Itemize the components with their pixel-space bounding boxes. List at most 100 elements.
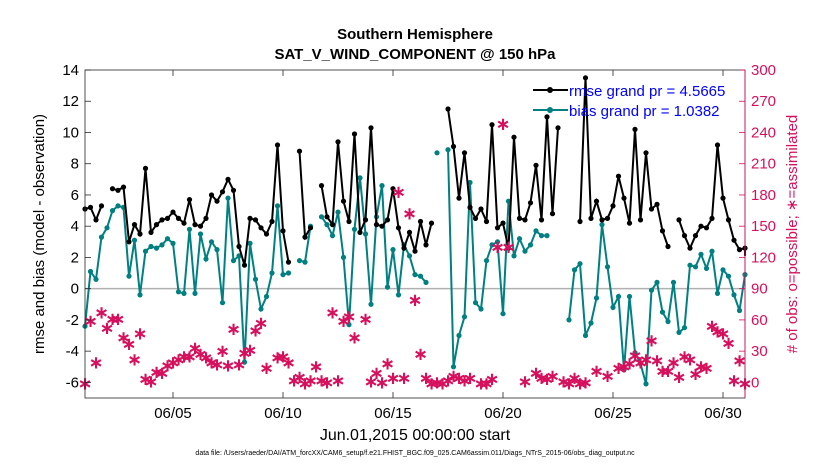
rmse-point: [720, 195, 726, 201]
rmse-point: [131, 222, 138, 228]
rmse-point: [577, 218, 583, 225]
obs-count-marker: ∗: [330, 370, 345, 391]
bias-point: [142, 248, 149, 254]
bias-point: [621, 367, 627, 373]
bias-point: [736, 307, 743, 314]
rmse-point: [148, 229, 154, 235]
obs-count-marker: ∗: [385, 368, 400, 389]
obs-count-marker: ∗: [391, 182, 406, 203]
obs-count-marker: ∗: [424, 373, 439, 394]
obs-count-marker: ∗: [187, 338, 202, 359]
obs-count-marker: ∗: [567, 368, 582, 389]
obs-count-marker: ∗: [660, 361, 675, 382]
obs-count-marker: ∗: [418, 368, 433, 389]
bias-point: [709, 248, 715, 254]
rmse-point: [98, 203, 105, 209]
y-tick-label: 8: [71, 156, 79, 173]
obs-count-marker: ∗: [440, 370, 455, 391]
bias-point: [681, 325, 688, 331]
rmse-point: [516, 215, 523, 221]
rmse-point: [329, 222, 336, 228]
obs-count-marker: ∗: [165, 353, 180, 374]
data-file-footnote: data file: /Users/raeder/DAI/ATM_forcXX/…: [195, 450, 635, 457]
obs-count-marker: ∗: [484, 369, 499, 390]
legend-rmse-label: rmse grand pr = 4.5665: [569, 83, 725, 100]
obs-count-marker: ∗: [127, 349, 142, 370]
y2-tick-label: 300: [751, 62, 776, 79]
obs-count-marker: ∗: [275, 346, 290, 367]
bias-point: [219, 300, 226, 306]
y2-tick-label: 30: [751, 343, 768, 360]
bias-point: [648, 287, 655, 293]
rmse-point: [456, 195, 462, 201]
bias-point: [544, 233, 550, 239]
obs-count-marker: ∗: [143, 371, 158, 392]
bias-point: [93, 276, 99, 282]
rmse-point: [467, 204, 473, 210]
bias-point: [731, 292, 737, 298]
bias-point: [632, 350, 638, 356]
rmse-point: [478, 206, 484, 212]
bias-point: [703, 265, 710, 271]
obs-count-marker: ∗: [572, 373, 587, 394]
x-axis-label: Jun.01,2015 00:00:00 start: [320, 427, 511, 444]
rmse-point: [186, 197, 193, 203]
y-tick-label: 2: [71, 249, 79, 266]
obs-count-marker: ∗: [655, 361, 670, 382]
y2-tick-label: 60: [751, 312, 768, 329]
bias-point: [131, 237, 138, 243]
obs-count-marker: ∗: [490, 237, 505, 258]
rmse-point: [549, 211, 556, 217]
obs-count-marker: ∗: [600, 366, 615, 387]
bias-point: [384, 284, 391, 290]
bias-point: [98, 234, 105, 240]
obs-count-marker: ∗: [149, 362, 164, 383]
bias-point: [516, 236, 523, 242]
bias-point: [390, 247, 396, 253]
rmse-point: [483, 218, 490, 225]
rmse-point: [302, 234, 308, 240]
rmse-point: [500, 220, 506, 226]
rmse-point: [555, 125, 561, 131]
bias-point: [406, 253, 413, 259]
rmse-point: [423, 242, 429, 248]
obs-count-marker: ∗: [561, 373, 576, 394]
rmse-point: [450, 143, 457, 150]
obs-count-marker: ∗: [176, 346, 191, 367]
bias-point: [137, 292, 143, 298]
rmse-point: [494, 225, 501, 231]
obs-count-marker: ∗: [215, 341, 230, 362]
rmse-point: [395, 225, 402, 231]
obs-count-marker: ∗: [688, 364, 703, 385]
rmse-point: [698, 223, 704, 229]
rmse-point: [274, 142, 281, 148]
rmse-point: [643, 150, 649, 156]
obs-count-marker: ∗: [347, 328, 362, 349]
obs-count-marker: ∗: [462, 368, 477, 389]
obs-count-marker: ∗: [259, 358, 274, 379]
obs-count-marker: ∗: [721, 333, 736, 354]
rmse-point: [346, 218, 352, 225]
obs-count-marker: ∗: [270, 347, 285, 368]
y-tick-label: -4: [66, 343, 79, 360]
rmse-point: [445, 106, 451, 112]
bias-point: [467, 179, 473, 186]
bias-point: [445, 147, 451, 153]
obs-count-marker: ∗: [682, 349, 697, 370]
rmse-point: [527, 200, 534, 206]
obs-count-marker: ∗: [710, 321, 725, 342]
rmse-point: [390, 186, 396, 192]
obs-count-marker: ∗: [732, 351, 747, 372]
obs-count-marker: ∗: [589, 361, 604, 382]
rmse-point: [219, 189, 226, 195]
obs-count-marker: ∗: [105, 309, 120, 330]
rmse-point: [676, 217, 682, 223]
rmse-point: [93, 217, 99, 223]
obs-count-marker: ∗: [457, 370, 472, 391]
rmse-point: [324, 214, 330, 220]
obs-count-marker: ∗: [94, 303, 109, 324]
obs-count-marker: ∗: [644, 331, 659, 352]
obs-count-marker: ∗: [473, 373, 488, 394]
bias-point: [247, 240, 253, 246]
